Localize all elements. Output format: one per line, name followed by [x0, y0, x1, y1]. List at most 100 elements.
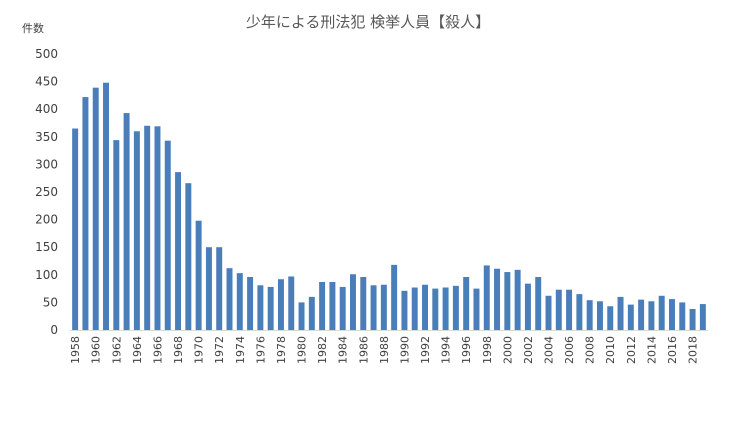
bar-1975: [247, 277, 254, 330]
bar-1990: [401, 290, 408, 330]
bar-1960: [92, 87, 99, 330]
x-tick-label: 1964: [131, 336, 144, 364]
bar-2014: [648, 301, 655, 330]
bar-1958: [72, 128, 79, 330]
x-tick-label: 2014: [645, 336, 658, 364]
bar-1986: [360, 277, 367, 330]
bar-1978: [277, 279, 284, 330]
bar-2016: [669, 299, 675, 330]
x-tick-label: 2000: [501, 336, 514, 364]
x-tick-label: 1986: [357, 336, 370, 364]
bar-2003: [535, 277, 542, 330]
y-tick-label: 500: [35, 47, 58, 61]
bar-1982: [319, 281, 326, 330]
bar-1987: [370, 285, 377, 330]
bar-1959: [82, 97, 89, 330]
x-tick-label: 1962: [110, 336, 123, 364]
bar-1970: [195, 220, 202, 330]
x-tick-label: 2002: [522, 336, 535, 364]
bar-2005: [555, 289, 562, 330]
bar-1974: [236, 273, 243, 330]
y-tick-label: 100: [35, 268, 58, 282]
y-axis-unit-label: 件数: [22, 22, 44, 35]
bar-1983: [329, 281, 336, 330]
bar-2015: [658, 295, 665, 330]
bar-2010: [607, 306, 614, 330]
x-tick-label: 1992: [419, 336, 432, 364]
bar-2013: [638, 299, 645, 330]
x-tick-label: 2012: [625, 336, 638, 364]
bar-2012: [627, 304, 634, 330]
bar-1994: [442, 287, 449, 330]
bar-2008: [586, 300, 593, 330]
x-tick-label: 2010: [604, 336, 617, 364]
chart-title: 少年による刑法犯 検挙人員【殺人】: [246, 13, 490, 31]
x-tick-label: 1998: [481, 336, 494, 364]
bar-1999: [494, 268, 501, 330]
bar-1962: [113, 140, 120, 330]
x-tick-label: 1958: [69, 336, 82, 364]
y-tick-label: 250: [35, 185, 58, 199]
x-tick-label: 1994: [440, 336, 453, 364]
bar-2000: [504, 272, 511, 330]
x-tick-label: 1984: [337, 336, 350, 364]
bar-1989: [391, 264, 398, 330]
bar-1969: [185, 183, 192, 330]
x-tick-label: 2004: [543, 336, 556, 364]
bar-1971: [205, 247, 212, 330]
x-tick-label: 1974: [234, 336, 247, 364]
y-tick-label: 0: [50, 323, 58, 337]
bar-1967: [164, 140, 171, 330]
bar-series: [72, 82, 706, 330]
bar-2002: [524, 283, 531, 330]
bar-2006: [566, 289, 573, 330]
bar-1980: [298, 302, 305, 330]
x-tick-label: 1968: [172, 336, 185, 364]
x-tick-label: 1972: [213, 336, 226, 364]
bar-2001: [514, 269, 521, 330]
y-axis-ticks: 0 50 100 150 200 250 300 350 400 450 500: [35, 47, 58, 337]
bar-2009: [596, 301, 603, 330]
bar-1998: [483, 265, 490, 330]
bar-1977: [267, 286, 274, 330]
x-tick-label: 1996: [460, 336, 473, 364]
y-tick-label: 350: [35, 130, 58, 144]
bar-1963: [123, 113, 130, 330]
x-tick-label: 1978: [275, 336, 288, 364]
bar-1984: [339, 286, 346, 330]
bar-1966: [154, 126, 161, 330]
x-tick-label: 2008: [584, 336, 597, 364]
bar-1972: [216, 247, 223, 330]
y-tick-label: 200: [35, 213, 58, 227]
x-tick-label: 1966: [151, 336, 164, 364]
x-tick-label: 2006: [563, 336, 576, 364]
bar-2011: [617, 296, 624, 330]
bar-1961: [103, 82, 109, 330]
y-tick-label: 450: [35, 75, 58, 89]
x-tick-label: 1990: [398, 336, 411, 364]
bar-1988: [380, 284, 387, 330]
y-tick-label: 150: [35, 240, 58, 254]
bar-2018: [689, 309, 696, 330]
x-tick-label: 2016: [666, 336, 679, 364]
bar-1995: [452, 285, 459, 330]
bar-2004: [545, 295, 552, 330]
x-tick-label: 2018: [687, 336, 700, 364]
bar-1993: [432, 288, 439, 330]
bar-1965: [144, 125, 151, 330]
x-tick-label: 1976: [254, 336, 267, 364]
x-tick-label: 1960: [90, 336, 103, 364]
x-tick-label: 1970: [193, 336, 206, 364]
bar-1981: [308, 296, 315, 330]
x-axis-ticks: 1958 1960 1962 1964 1966 1968 1970 1972 1974 1976…: [69, 336, 699, 364]
bar-2007: [576, 294, 583, 330]
bar-1996: [463, 277, 470, 330]
x-tick-label: 1982: [316, 336, 329, 364]
x-tick-label: 1988: [378, 336, 391, 364]
bar-1991: [411, 287, 418, 330]
y-tick-label: 400: [35, 102, 58, 116]
bar-2019: [699, 304, 706, 330]
y-tick-label: 50: [43, 295, 58, 309]
bar-1976: [257, 285, 264, 330]
